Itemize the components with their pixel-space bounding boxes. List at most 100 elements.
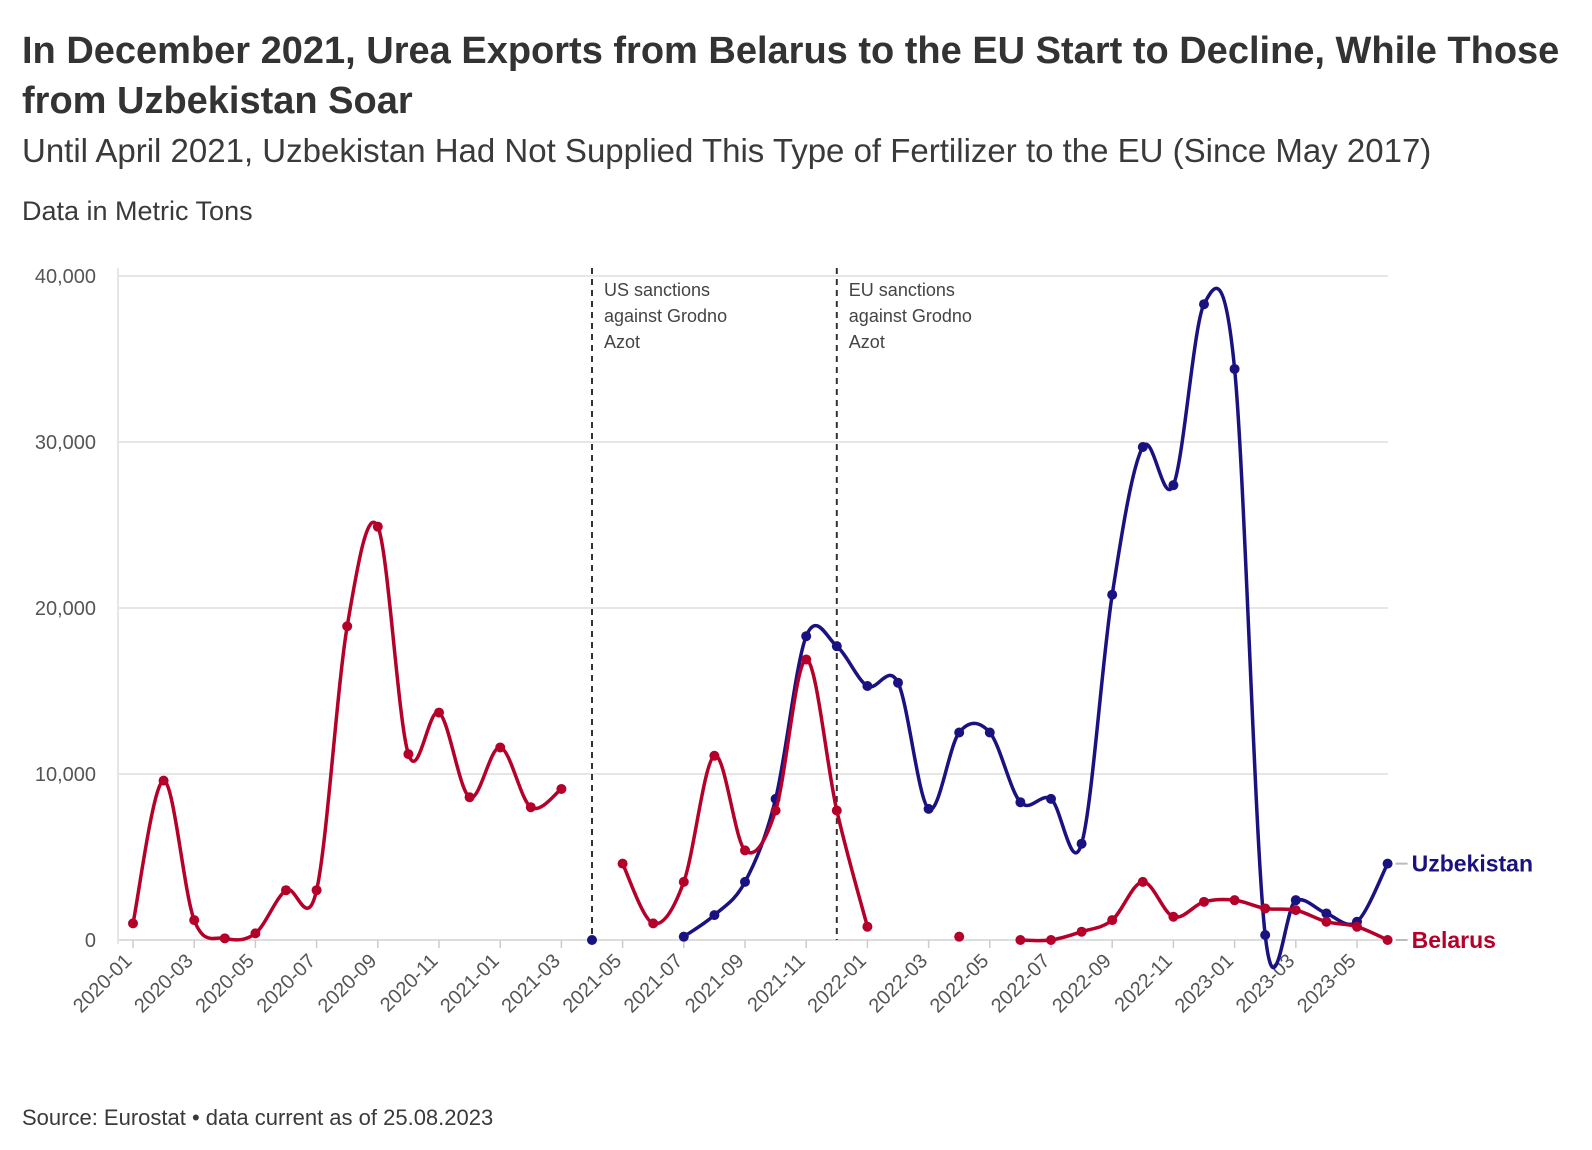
x-tick-label: 2022-03 [865,950,932,1017]
x-tick-label: 2020-05 [191,950,258,1017]
data-point-belarus [709,750,720,761]
x-tick-label: 2021-07 [620,950,687,1017]
x-tick-label: 2022-09 [1048,950,1115,1017]
data-point-belarus [617,858,628,869]
data-point-belarus [862,921,873,932]
data-point-belarus [1137,876,1148,887]
annotation-text: Azot [849,332,885,352]
x-tick-label: 2023-01 [1171,950,1238,1017]
data-point-belarus [1107,915,1118,926]
y-tick-label: 0 [85,930,96,952]
y-tick-label: 20,000 [35,598,96,620]
data-point-belarus [1229,895,1240,906]
data-point-uzbekistan [1260,930,1271,941]
data-point-belarus [128,918,138,929]
data-point-uzbekistan [1076,838,1087,849]
data-point-uzbekistan [1199,299,1209,310]
data-point-belarus [1168,911,1179,922]
chart-subtitle: Until April 2021, Uzbekistan Had Not Sup… [22,132,1432,169]
source-note: Source: Eurostat • data current as of 25… [22,1105,494,1130]
data-point-uzbekistan [1382,858,1393,869]
data-point-uzbekistan [862,681,873,692]
series-line-belarus [1018,880,1390,943]
data-point-belarus [556,783,567,794]
data-point-belarus [342,621,353,632]
data-point-uzbekistan [678,931,689,942]
data-point-uzbekistan [1290,895,1301,906]
data-point-uzbekistan [893,677,903,688]
data-point-belarus [1321,916,1332,927]
x-tick-label: 2022-05 [926,950,993,1017]
series-lines [128,286,1393,970]
x-tick-label: 2023-03 [1232,950,1299,1017]
x-tick-label: 2021-09 [681,950,748,1017]
y-axis-ticks: 0 10,000 20,000 30,000 40,000 [35,266,96,952]
x-tick-label: 2022-11 [1111,950,1177,1016]
grid-lines [117,268,1388,944]
data-point-belarus [648,918,659,929]
data-point-belarus [311,885,322,896]
data-point-uzbekistan [587,935,597,945]
x-tick-label: 2022-07 [987,950,1054,1017]
data-point-belarus [1260,903,1271,914]
data-point-belarus [1046,935,1056,945]
data-point-uzbekistan [954,727,965,738]
data-point-belarus [678,876,689,887]
data-point-uzbekistan [801,631,812,642]
x-tick-label: 2020-11 [376,950,442,1016]
annotation-text: against Grodno [849,306,972,326]
data-point-uzbekistan [1107,589,1118,600]
data-point-belarus [740,845,750,856]
series-end-labels: Uzbekistan Belarus [1395,851,1533,953]
chart-title: In December 2021, Urea Exports from Bela… [22,30,1560,122]
data-point-uzbekistan [1137,441,1148,452]
data-point-belarus [1382,935,1393,945]
annotations: US sanctions against Grodno Azot EU sanctio… [591,268,972,940]
data-point-belarus [801,654,812,665]
data-point-belarus [189,915,200,926]
data-point-belarus [1199,896,1209,907]
y-tick-label: 30,000 [35,432,96,454]
data-point-uzbekistan [709,910,720,921]
x-tick-label: 2021-05 [559,950,626,1017]
data-point-belarus [250,928,261,939]
line-chart: 0 10,000 20,000 30,000 40,000 2020-012020-03… [35,266,1533,1017]
data-point-belarus [1076,926,1087,937]
data-point-uzbekistan [1321,908,1332,919]
unit-note: Data in Metric Tons [22,196,253,226]
data-point-belarus [1015,935,1026,945]
data-point-uzbekistan [1046,793,1056,804]
x-tick-label: 2020-07 [253,950,320,1017]
x-tick-label: 2021-11 [743,950,809,1016]
y-tick-label: 40,000 [35,266,96,288]
series-line-belarus [131,520,564,942]
data-point-belarus [219,933,230,944]
x-tick-label: 2020-09 [314,950,381,1017]
x-axis: 2020-012020-032020-052020-072020-092020-… [69,940,1361,1017]
data-point-uzbekistan [831,641,842,652]
data-point-belarus [831,805,842,816]
data-point-uzbekistan [1229,363,1240,374]
series-line-uzbekistan [682,286,1390,970]
annotation-text: Azot [604,332,640,352]
x-tick-label: 2022-01 [803,950,870,1017]
data-point-belarus [770,805,781,816]
data-point-uzbekistan [984,727,995,738]
data-point-belarus [403,749,414,760]
data-point-uzbekistan [1168,480,1179,491]
data-point-belarus [525,802,536,813]
x-tick-label: 2020-01 [69,950,136,1017]
data-point-uzbekistan [740,876,750,887]
series-label-belarus: Belarus [1412,927,1496,953]
x-tick-label: 2021-01 [436,950,503,1017]
data-point-belarus [464,792,475,803]
data-point-belarus [1352,921,1362,932]
annotation-text: EU sanctions [849,280,955,300]
annotation-text: against Grodno [604,306,727,326]
data-point-belarus [372,521,383,532]
data-point-belarus [1290,905,1301,916]
series-label-uzbekistan: Uzbekistan [1412,851,1533,877]
x-tick-label: 2021-03 [497,950,564,1017]
x-tick-label: 2020-03 [130,950,197,1017]
data-point-belarus [495,742,506,753]
